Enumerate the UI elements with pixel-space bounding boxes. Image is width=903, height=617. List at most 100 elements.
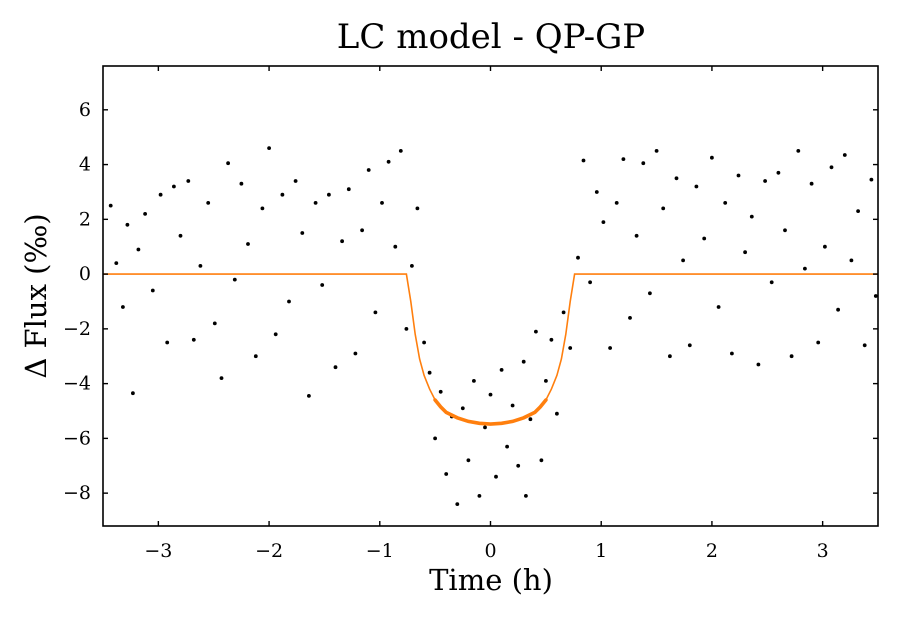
data-point: [280, 192, 285, 197]
x-tick-label: 3: [817, 540, 829, 562]
data-point: [702, 236, 707, 241]
data-point: [488, 392, 493, 397]
data-point: [528, 417, 533, 422]
data-point: [723, 201, 728, 205]
data-point: [856, 209, 860, 214]
data-point: [466, 458, 471, 463]
data-point: [219, 376, 224, 380]
y-tick-label: 2: [79, 208, 91, 230]
y-tick-label: −8: [63, 482, 91, 504]
data-point: [226, 161, 231, 166]
data-point: [472, 379, 476, 383]
data-point: [594, 190, 599, 194]
data-point: [121, 305, 125, 309]
data-point: [544, 379, 548, 383]
y-tick-label: 0: [79, 263, 91, 285]
data-point: [803, 266, 807, 271]
data-point: [681, 258, 685, 263]
data-point: [373, 310, 378, 315]
data-point: [654, 149, 659, 153]
data-point: [366, 168, 371, 172]
data-point: [816, 340, 821, 345]
data-point: [494, 474, 498, 479]
data-point: [823, 244, 827, 249]
data-point: [763, 179, 767, 183]
data-point: [776, 170, 781, 175]
data-point: [260, 206, 265, 211]
data-point: [716, 305, 721, 309]
data-point: [510, 403, 515, 408]
data-point: [165, 340, 170, 345]
data-point: [710, 155, 714, 160]
x-tick-label: 2: [706, 540, 718, 562]
data-point: [736, 173, 741, 178]
data-point: [136, 247, 141, 252]
data-point: [186, 179, 191, 183]
plot-area: [103, 146, 878, 506]
data-point: [477, 494, 482, 498]
data-point: [346, 187, 351, 192]
data-point: [783, 228, 787, 233]
data-point: [849, 258, 854, 263]
data-point: [143, 212, 148, 216]
data-point: [809, 181, 814, 186]
data-point: [398, 149, 403, 153]
data-point: [614, 201, 619, 205]
data-point: [539, 458, 544, 463]
plot-frame: [102, 65, 879, 527]
data-point: [634, 233, 639, 238]
y-tick-label: −2: [63, 318, 91, 340]
model-line: [103, 273, 878, 425]
data-point: [756, 362, 761, 367]
data-point: [353, 351, 358, 356]
data-point: [307, 394, 311, 398]
data-point: [415, 206, 420, 211]
data-point: [608, 346, 612, 350]
data-point: [239, 181, 244, 186]
y-tick-label: −4: [63, 373, 91, 395]
data-point: [516, 463, 521, 468]
data-point: [455, 502, 460, 506]
x-tick-label: −2: [255, 540, 283, 562]
data-point: [661, 206, 666, 211]
data-point: [648, 291, 652, 296]
data-point: [327, 192, 331, 197]
data-point: [333, 365, 338, 370]
data-point: [576, 255, 580, 260]
data-point: [749, 214, 754, 219]
data-point: [769, 280, 774, 285]
data-point: [668, 354, 672, 359]
data-point: [568, 346, 573, 350]
data-point: [340, 239, 344, 244]
data-point: [836, 307, 840, 312]
data-point: [641, 161, 646, 166]
data-point: [212, 321, 217, 326]
data-point: [313, 201, 318, 205]
chart-title: LC model - QP-GP: [337, 17, 645, 57]
data-point: [404, 327, 409, 331]
data-point: [524, 494, 528, 498]
data-point: [869, 177, 874, 182]
data-point: [534, 329, 538, 334]
data-point: [444, 472, 449, 476]
y-tick-label: −6: [63, 427, 91, 449]
data-point: [410, 264, 414, 268]
data-point: [601, 220, 606, 225]
data-point: [393, 244, 398, 249]
data-point: [561, 310, 566, 315]
data-point: [581, 158, 586, 163]
data-point: [505, 444, 509, 449]
data-point: [873, 294, 878, 298]
data-point: [427, 370, 432, 375]
data-point: [628, 316, 632, 320]
model-line-core: [433, 398, 548, 426]
data-point: [206, 201, 211, 205]
data-point: [232, 277, 237, 282]
data-point: [125, 222, 130, 227]
data-point: [621, 157, 626, 162]
data-point: [360, 228, 364, 233]
x-tick-label: 1: [595, 540, 607, 562]
y-axis-label: Δ Flux (‰): [19, 213, 53, 378]
data-point: [131, 391, 135, 396]
